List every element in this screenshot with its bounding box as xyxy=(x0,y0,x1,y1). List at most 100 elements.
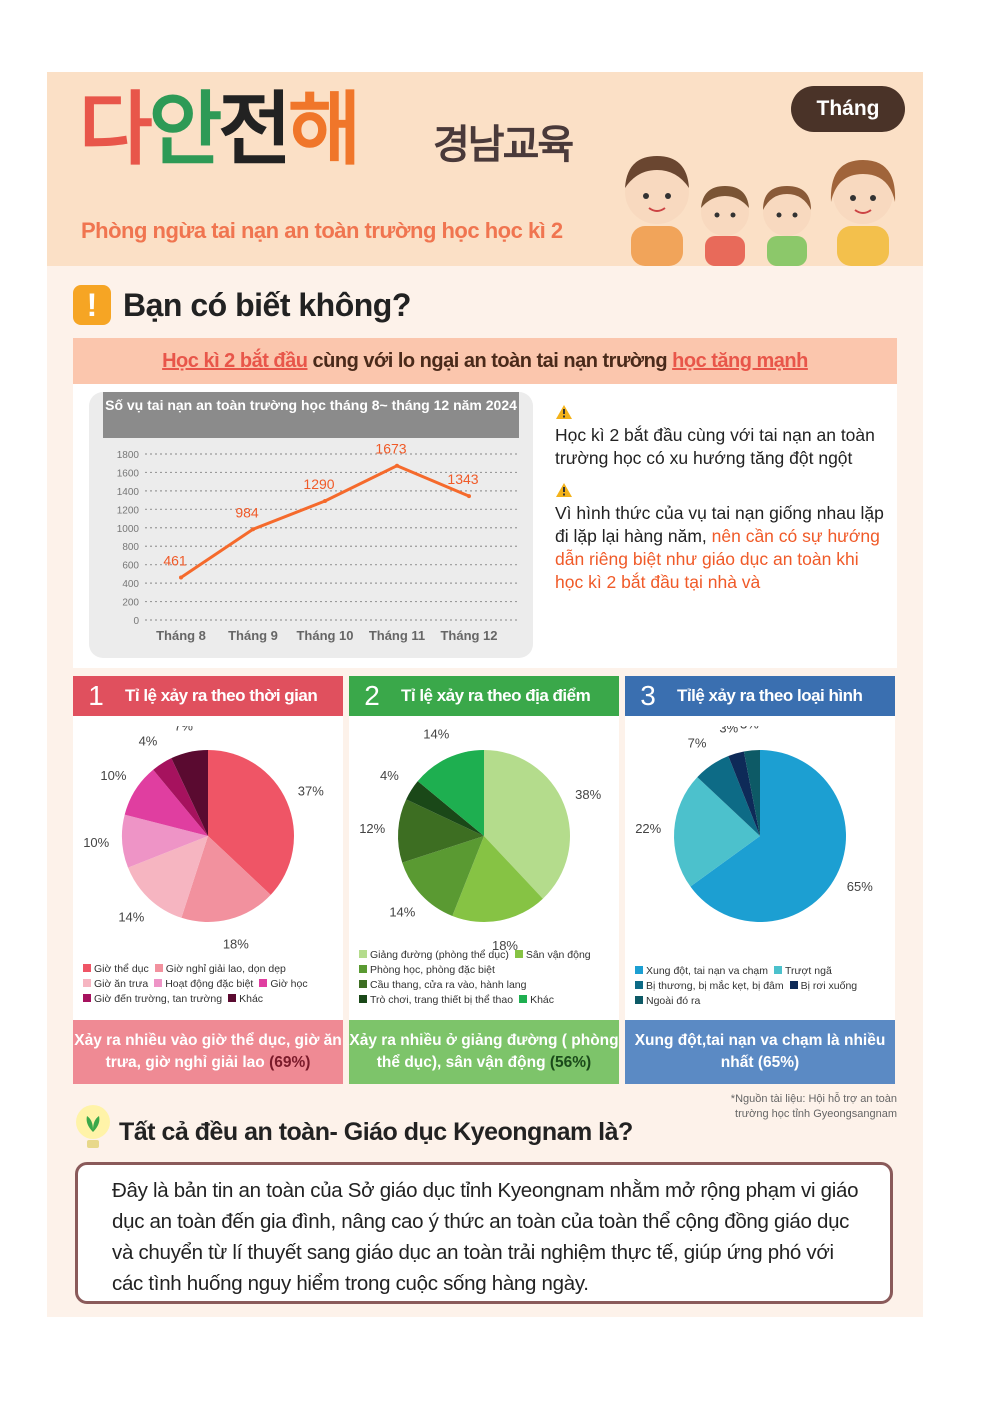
panel-footer-text: Xảy ra nhiều vào giờ thể dục, giờ ăn trư… xyxy=(74,1032,342,1071)
pie-slice xyxy=(452,836,543,922)
header-subtitle: Phòng ngừa tai nạn an toàn trường học họ… xyxy=(81,218,563,243)
legend-swatch xyxy=(359,965,367,973)
panel-footer-highlight: (69%) xyxy=(269,1054,311,1071)
panel-footer-text: Xảy ra nhiều ở giảng đường ( phòng thể d… xyxy=(349,1032,619,1071)
panel-location: 2 Tỉ lệ xảy ra theo địa điểm 38% 18% 14% 12… xyxy=(349,676,619,1084)
legend-label: Sân vận động xyxy=(525,949,591,961)
panel-footer: Xảy ra nhiều vào giờ thể dục, giờ ăn trư… xyxy=(73,1020,343,1084)
pie-slice xyxy=(153,758,208,836)
legend-swatch xyxy=(83,979,91,987)
legend-label: Bị rơi xuống xyxy=(800,980,858,992)
slice-label: 7% xyxy=(688,735,707,750)
pie-chart-time: 37% 18% 14% 10% 10% 4% 7% xyxy=(83,726,324,951)
slice-label: 18% xyxy=(223,936,249,951)
y-tick-label: 1600 xyxy=(117,468,140,479)
data-label: 461 xyxy=(163,552,187,568)
slice-label: 10% xyxy=(83,835,109,850)
slice-label: 18% xyxy=(492,938,518,953)
info-paragraph-1: Học kì 2 bắt đầu cùng với tai nạn an toà… xyxy=(555,425,875,468)
pie-slice xyxy=(697,756,760,836)
pie-chart-location: 38% 18% 14% 12% 4% 14% xyxy=(359,727,601,953)
panel-number: 3 xyxy=(625,676,671,716)
legend-item: Giờ đến trường, tan trường xyxy=(83,992,222,1007)
info-box: Số vụ tai nạn an toàn trường học tháng 8… xyxy=(73,384,897,668)
legend-item: Bị rơi xuống xyxy=(789,979,858,994)
x-tick-label: Tháng 12 xyxy=(440,628,497,643)
y-tick-label: 0 xyxy=(133,616,139,627)
legend-swatch xyxy=(83,964,91,972)
pie-slice xyxy=(743,750,760,836)
legend-label: Giờ học xyxy=(270,978,308,990)
pie-slice xyxy=(406,781,484,836)
pie-slice xyxy=(402,836,484,916)
legend-swatch xyxy=(519,995,528,1003)
legend-label: Khác xyxy=(239,993,264,1005)
logo-title: 다안전해 xyxy=(79,90,361,170)
legend-item: Giờ ăn trưa xyxy=(83,977,148,992)
legend-item: Cầu thang, cửa ra vào, hành lang xyxy=(359,978,526,993)
legend-label: Giảng đường (phòng thể dục) xyxy=(370,949,509,961)
legend-label: Ngoài đó ra xyxy=(646,995,701,1007)
slice-label: 14% xyxy=(118,910,144,925)
pie-slice xyxy=(128,836,208,918)
y-tick-label: 600 xyxy=(122,561,139,572)
banner-middle: cùng với lo ngại an toàn tai nạn trường xyxy=(307,350,673,372)
legend-item: Hoạt động đặc biệt xyxy=(154,977,253,992)
legend-label: Phòng học, phòng đặc biệt xyxy=(370,964,495,976)
data-label: 984 xyxy=(235,504,259,520)
pie-slice xyxy=(122,814,208,868)
y-tick-label: 800 xyxy=(122,542,139,553)
month-badge: Tháng xyxy=(791,86,905,132)
data-point xyxy=(395,463,399,468)
pie-legend: Xung đột, tai nạn va chạm Trượt ngãBị thư… xyxy=(635,964,893,1009)
logo-char-1: 다 xyxy=(79,83,153,176)
slice-label: 37% xyxy=(298,784,324,799)
legend-swatch xyxy=(359,980,367,988)
warning-icon xyxy=(556,483,572,497)
legend-label: Hoạt động đặc biệt xyxy=(165,978,254,990)
pie-legend: Giảng đường (phòng thể dục) Sân vận động P… xyxy=(359,948,617,1008)
header: 다안전해 경남교육 Phòng ngừa tai nạn an toàn trư… xyxy=(47,72,923,266)
banner-highlight-2: học tăng mạnh xyxy=(672,350,808,372)
newsletter-page: 다안전해 경남교육 Phòng ngừa tai nạn an toàn trư… xyxy=(47,72,923,1317)
y-tick-label: 1800 xyxy=(117,450,140,461)
panel-number: 2 xyxy=(349,676,395,716)
pie-slice xyxy=(417,750,484,836)
legend-item: Bị thương, bị mắc kẹt, bị đâm xyxy=(635,979,784,994)
warning-icon xyxy=(556,405,572,419)
panel-type: 3 Tỉlệ xảy ra theo loại hình 65%22%7%3%3… xyxy=(625,676,895,1084)
section2-title-text: Tất cả đều an toàn- Giáo dục Kyeongnam l… xyxy=(119,1118,633,1146)
info-paragraph-2-b: nên cần có sự hướng dẫn riêng biệt như g… xyxy=(555,526,880,592)
pie-slice xyxy=(728,751,760,836)
x-tick-label: Tháng 11 xyxy=(369,628,425,643)
data-label: 1290 xyxy=(303,476,334,492)
logo-char-4: 해 xyxy=(287,83,362,176)
panel-header: 1 Tỉ lệ xảy ra theo thời gian xyxy=(73,676,343,716)
family-illustration-icon xyxy=(625,156,896,266)
y-tick-label: 1400 xyxy=(117,487,140,498)
legend-label: Giờ thể dục xyxy=(94,963,149,975)
chart-title: Số vụ tai nạn an toàn trường học tháng 8… xyxy=(103,392,519,438)
y-tick-label: 200 xyxy=(122,598,139,609)
legend-label: Trò chơi, trang thiết bị thể thao xyxy=(370,994,514,1006)
legend-swatch xyxy=(154,979,163,987)
legend-label: Bị thương, bị mắc kẹt, bị đâm xyxy=(646,980,784,992)
legend-label: Trượt ngã xyxy=(785,965,832,977)
y-tick-label: 1000 xyxy=(117,524,140,535)
description-text: Đây là bản tin an toàn của Sở giáo dục t… xyxy=(112,1179,859,1295)
info-paragraph-2-a: Vì hình thức của vụ tai nạn giống nhau l… xyxy=(555,503,884,546)
x-tick-label: Tháng 10 xyxy=(296,628,353,643)
slice-label: 14% xyxy=(389,905,415,920)
logo-char-3: 전 xyxy=(218,83,292,176)
legend-swatch xyxy=(774,966,782,974)
slice-label: 22% xyxy=(635,821,661,836)
x-tick-label: Tháng 8 xyxy=(156,628,206,643)
data-label: 1673 xyxy=(375,441,406,457)
panel-footer-highlight: (65%) xyxy=(757,1054,800,1071)
data-label: 1343 xyxy=(447,471,478,487)
legend-swatch xyxy=(635,966,643,974)
slice-label: 3% xyxy=(719,726,738,735)
slice-label: 3% xyxy=(740,726,759,731)
panel-footer-text: Xung đột,tai nạn va chạm là nhiều nhất xyxy=(634,1032,886,1071)
pie-chart-type: 65% 22% 7% 3%3% xyxy=(635,726,873,922)
